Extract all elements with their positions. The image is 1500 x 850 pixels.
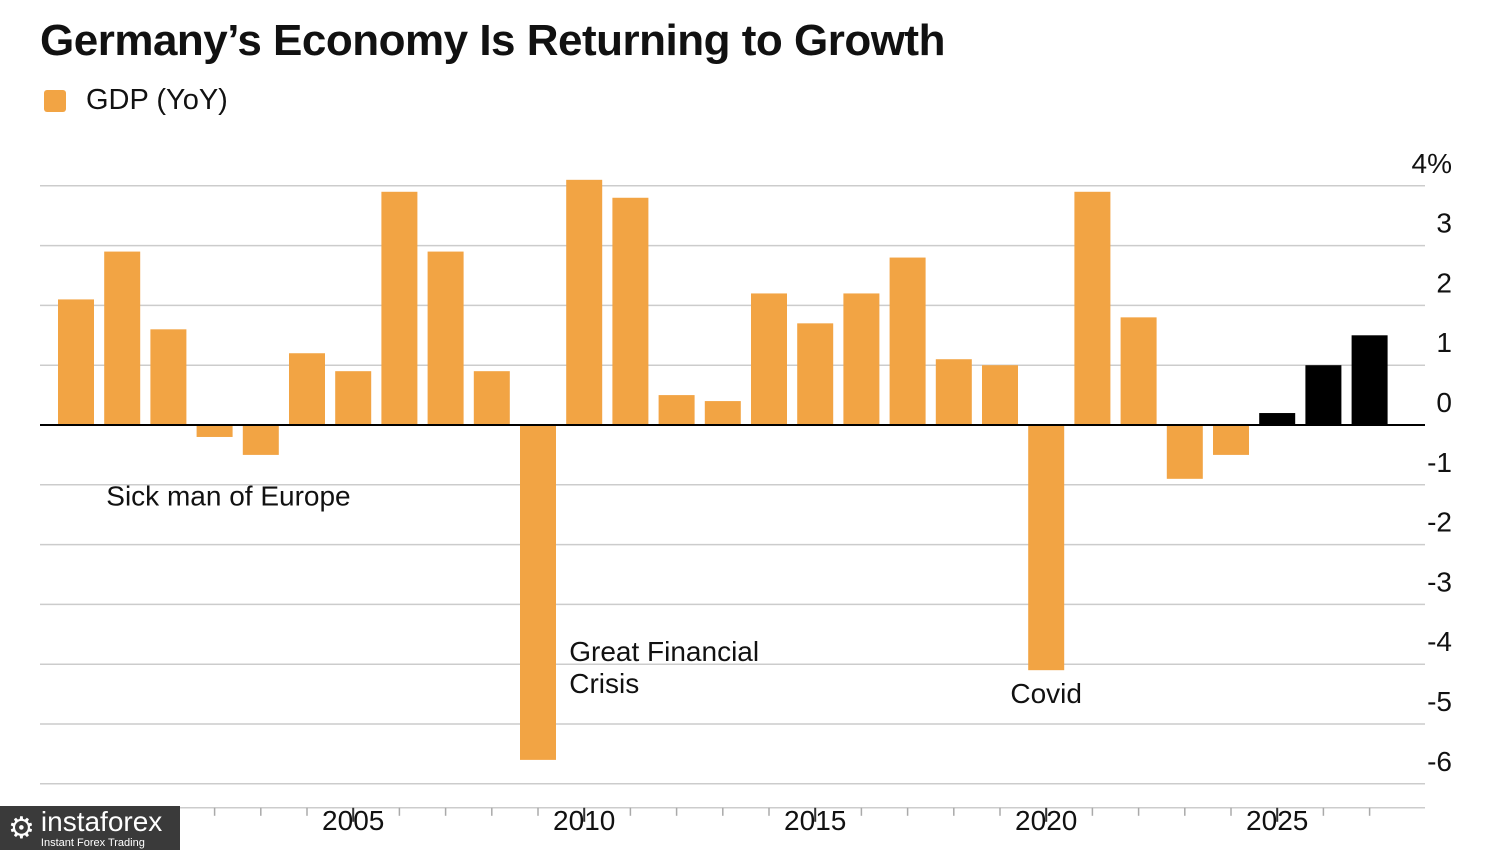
bar-2019 bbox=[982, 365, 1018, 425]
bar-2002 bbox=[196, 425, 233, 437]
bar-2006 bbox=[381, 191, 418, 425]
bar-2027 bbox=[1351, 335, 1388, 425]
bar-2024 bbox=[1213, 425, 1249, 455]
y-tick-label: -2 bbox=[1427, 507, 1452, 538]
bar-2018 bbox=[935, 359, 972, 425]
x-tick-label: 2010 bbox=[553, 805, 615, 836]
bar-1999 bbox=[58, 299, 94, 425]
bar-2008 bbox=[473, 371, 510, 425]
watermark-subtitle: Instant Forex Trading bbox=[40, 836, 145, 849]
y-tick-label: 2 bbox=[1436, 267, 1452, 298]
bar-2013 bbox=[704, 401, 741, 425]
legend-swatch bbox=[44, 89, 66, 112]
y-tick-label: -1 bbox=[1427, 447, 1452, 478]
watermark: ⚙ instaforex Instant Forex Trading bbox=[0, 806, 180, 850]
y-tick-label: 1 bbox=[1436, 327, 1452, 358]
bar-2026 bbox=[1305, 365, 1342, 425]
gear-icon: ⚙ bbox=[8, 811, 35, 845]
x-tick-label: 2025 bbox=[1246, 805, 1308, 836]
bar-2003 bbox=[242, 425, 279, 455]
bar-2022 bbox=[1120, 317, 1157, 425]
bar-2016 bbox=[843, 293, 880, 425]
bar-2000 bbox=[104, 251, 141, 425]
annotation: Covid bbox=[1010, 678, 1082, 709]
bar-2014 bbox=[751, 293, 787, 425]
legend: GDP (YoY) bbox=[44, 84, 228, 117]
bar-2023 bbox=[1166, 425, 1203, 479]
x-tick-label: 2005 bbox=[322, 805, 384, 836]
chart-title: Germany’s Economy Is Returning to Growth bbox=[40, 16, 945, 65]
annotation: Great Financial Crisis bbox=[569, 636, 759, 699]
bar-2017 bbox=[889, 257, 926, 425]
x-tick-label: 2020 bbox=[1015, 805, 1077, 836]
bar-2005 bbox=[335, 371, 372, 425]
legend-label: GDP (YoY) bbox=[86, 84, 228, 116]
bar-2021 bbox=[1074, 191, 1111, 425]
y-tick-label: 3 bbox=[1436, 208, 1452, 239]
bar-2015 bbox=[797, 323, 834, 425]
y-tick-label: -5 bbox=[1427, 686, 1452, 717]
y-tick-label: -6 bbox=[1427, 746, 1452, 777]
bar-2020 bbox=[1028, 425, 1065, 671]
bar-2004 bbox=[289, 353, 325, 425]
y-tick-label: 0 bbox=[1436, 387, 1452, 418]
watermark-name: instaforex bbox=[40, 805, 163, 837]
y-tick-label: 4% bbox=[1412, 148, 1452, 179]
bar-2001 bbox=[150, 329, 187, 425]
bar-2010 bbox=[566, 179, 603, 425]
y-tick-label: -3 bbox=[1427, 566, 1452, 597]
bar-2007 bbox=[427, 251, 464, 425]
bar-2009 bbox=[520, 425, 556, 760]
bar-2011 bbox=[612, 197, 649, 425]
y-tick-label: -4 bbox=[1427, 626, 1452, 657]
annotation: Sick man of Europe bbox=[106, 481, 350, 512]
bar-2012 bbox=[658, 395, 695, 425]
bar-2025 bbox=[1259, 413, 1296, 425]
x-tick-label: 2015 bbox=[784, 805, 846, 836]
